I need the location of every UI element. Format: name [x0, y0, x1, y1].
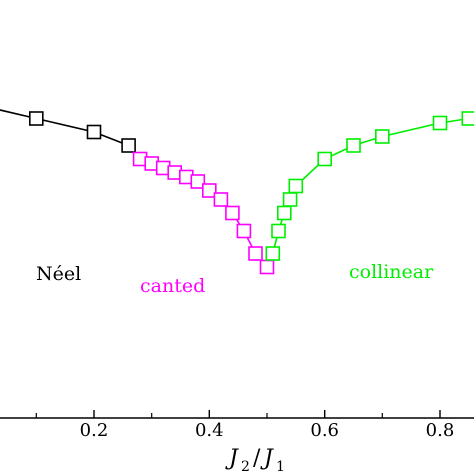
lower-point-0-3: [121, 138, 136, 153]
lower-line-2: [272, 117, 469, 254]
lower-point-1-5: [190, 174, 206, 189]
x-tick-label-2: 0.6: [310, 420, 339, 441]
lower-point-2-5: [317, 151, 333, 167]
annotation-neel: Néel: [36, 263, 81, 285]
lower-point-2-1: [271, 223, 286, 239]
lower-point-2-0: [265, 246, 281, 261]
x-axis-label-sub1: 1: [276, 459, 285, 474]
lower-point-2-3: [282, 192, 298, 207]
annotation-collinear: collinear: [349, 261, 434, 283]
lower-point-1-11: [259, 259, 275, 275]
lower-point-2-6: [346, 138, 361, 153]
lower-point-2-2: [276, 205, 292, 221]
x-axis-label-j1: J: [260, 446, 274, 471]
series-markers: [28, 111, 474, 275]
lower-point-0-1: [28, 111, 44, 126]
annotation-canted: canted: [140, 275, 205, 297]
lower-point-2-8: [432, 115, 448, 131]
lower-point-2-4: [288, 178, 304, 194]
x-axis-ticks: 0.2 0.4 0.6 0.8: [35, 410, 455, 441]
x-tick-label-0: 0.2: [80, 420, 109, 441]
lower-line-0: [0, 109, 129, 147]
x-axis-label-sub2: 2: [241, 459, 250, 474]
x-axis-label: J 2 / J 1: [225, 446, 285, 474]
lower-point-1-6: [202, 183, 217, 198]
lower-point-1-9: [236, 223, 252, 239]
x-tick-label-3: 0.8: [426, 420, 455, 441]
lower-point-0-2: [86, 124, 102, 140]
lower-point-1-10: [248, 246, 263, 261]
x-axis-label-j2: J: [225, 446, 239, 471]
lower-point-1-7: [213, 192, 229, 207]
lower-point-2-9: [461, 111, 474, 126]
x-axis-label-slash: /: [253, 446, 261, 471]
x-tick-label-1: 0.4: [195, 420, 224, 441]
lower-point-2-7: [374, 129, 390, 144]
lower-point-1-8: [225, 205, 240, 221]
